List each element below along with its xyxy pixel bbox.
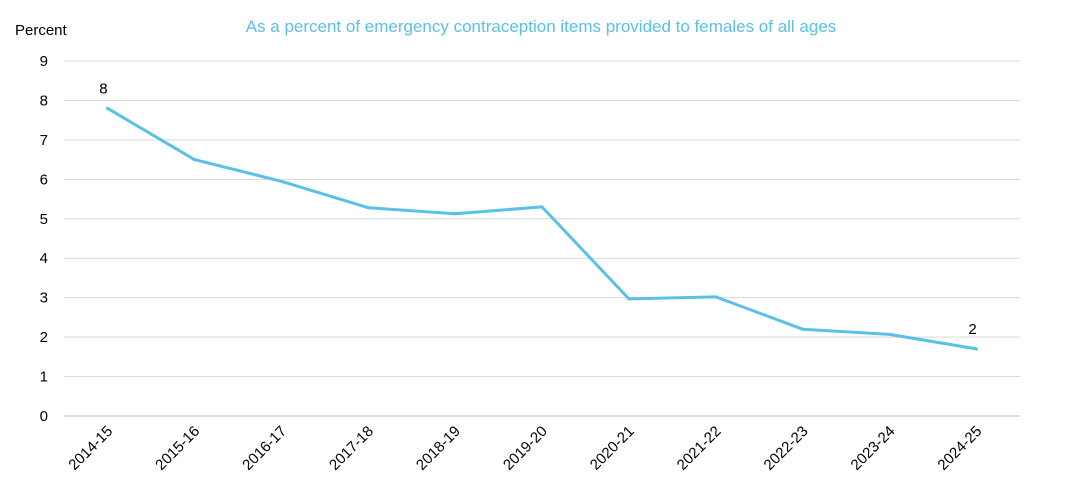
x-tick-label: 2014-15 [65,423,116,474]
y-tick-label: 7 [40,132,48,149]
y-tick-label: 9 [40,53,48,70]
y-tick-label: 5 [40,211,48,228]
data-point [366,206,370,210]
y-tick-label: 4 [40,250,48,267]
series-line [106,106,978,351]
x-tick-label: 2021-22 [674,423,725,474]
data-point [192,158,196,162]
data-labels: 82 [99,80,976,338]
data-point [105,106,109,110]
y-axis-ticks: 0 1 2 3 4 5 6 7 8 9 [40,53,48,425]
x-tick-label: 2023-24 [848,423,899,474]
y-tick-label: 2 [40,329,48,346]
gridlines [64,60,1020,417]
x-tick-label: 2015-16 [152,423,203,474]
data-label: 2 [968,321,976,338]
data-point [279,179,283,183]
series-layer [105,106,979,351]
data-point [714,295,718,299]
x-axis-ticks: 2014-15 2015-16 2016-17 2017-18 2018-19 2019-… [65,423,985,474]
data-point [888,332,892,336]
x-tick-label: 2022-23 [761,423,812,474]
data-point [975,347,979,351]
x-tick-label: 2019-20 [500,423,551,474]
y-axis-label: Percent [15,22,68,39]
y-tick-label: 1 [40,369,48,386]
x-tick-label: 2024-25 [934,423,985,474]
data-point [801,327,805,331]
x-tick-label: 2016-17 [239,423,290,474]
chart-title: As a percent of emergency contraception … [246,17,837,36]
data-point [540,205,544,209]
y-tick-label: 8 [40,92,48,109]
x-tick-label: 2018-19 [413,423,464,474]
data-point [627,297,631,301]
x-tick-label: 2020-21 [587,423,638,474]
x-tick-label: 2017-18 [326,423,377,474]
y-tick-label: 3 [40,290,48,307]
data-point [453,212,457,216]
y-tick-label: 0 [40,408,48,425]
y-tick-label: 6 [40,171,48,188]
data-label: 8 [99,80,107,97]
